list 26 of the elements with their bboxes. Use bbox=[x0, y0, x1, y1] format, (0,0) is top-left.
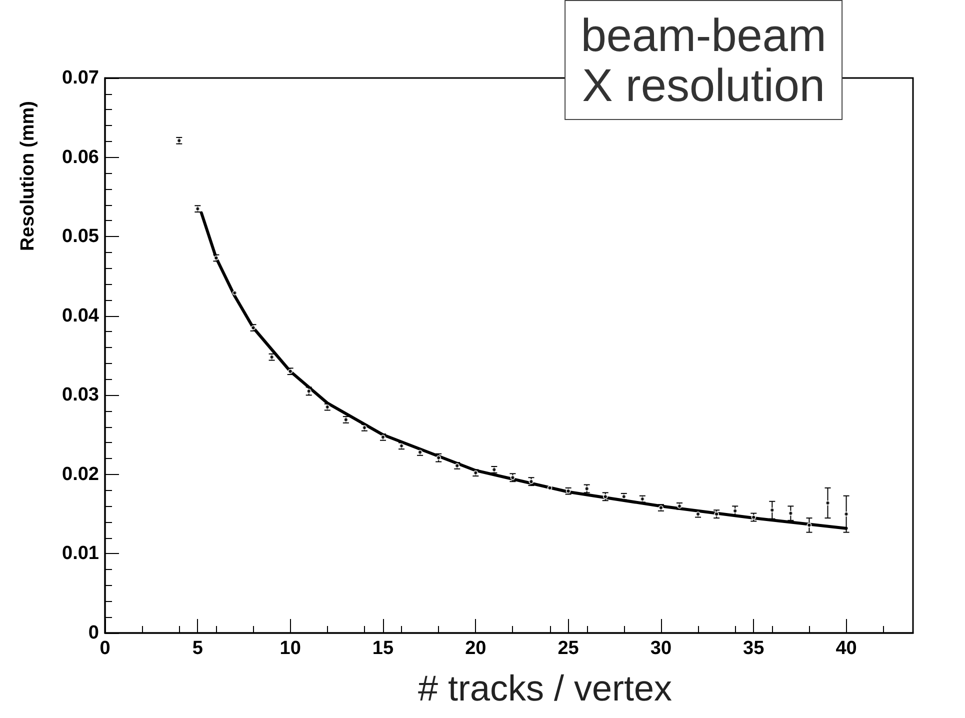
point bbox=[232, 290, 238, 296]
y-tick-label: 0.03 bbox=[62, 384, 99, 406]
y-tick-label: 0.02 bbox=[62, 464, 99, 485]
y-tick-label: 0 bbox=[88, 622, 99, 644]
x-tick-label: 15 bbox=[372, 638, 394, 659]
y-axis-title: Resolution (mm) bbox=[18, 101, 38, 251]
x-tick-label: 35 bbox=[743, 638, 765, 659]
point bbox=[806, 522, 812, 528]
x-axis-title: # tracks / vertex bbox=[418, 668, 672, 708]
y-tick-label: 0.04 bbox=[62, 305, 100, 326]
x-tick-label: 25 bbox=[558, 638, 580, 659]
x-tick-label: 30 bbox=[650, 638, 672, 659]
y-tick-label: 0.05 bbox=[62, 226, 100, 248]
point bbox=[770, 508, 775, 513]
point bbox=[547, 485, 552, 490]
point bbox=[844, 512, 849, 517]
y-tick-label: 0.01 bbox=[62, 543, 100, 564]
point bbox=[825, 500, 830, 506]
y-tick-label: 0.07 bbox=[62, 68, 99, 88]
x-tick-label: 40 bbox=[836, 638, 857, 659]
x-tick-label: 10 bbox=[280, 638, 301, 659]
y-tick-label: 0.06 bbox=[62, 146, 99, 168]
x-tick-label: 20 bbox=[465, 638, 486, 659]
point bbox=[788, 510, 794, 516]
x-tick-label: 5 bbox=[192, 638, 204, 659]
chart-title: beam-beam X resolution bbox=[580, 9, 826, 111]
